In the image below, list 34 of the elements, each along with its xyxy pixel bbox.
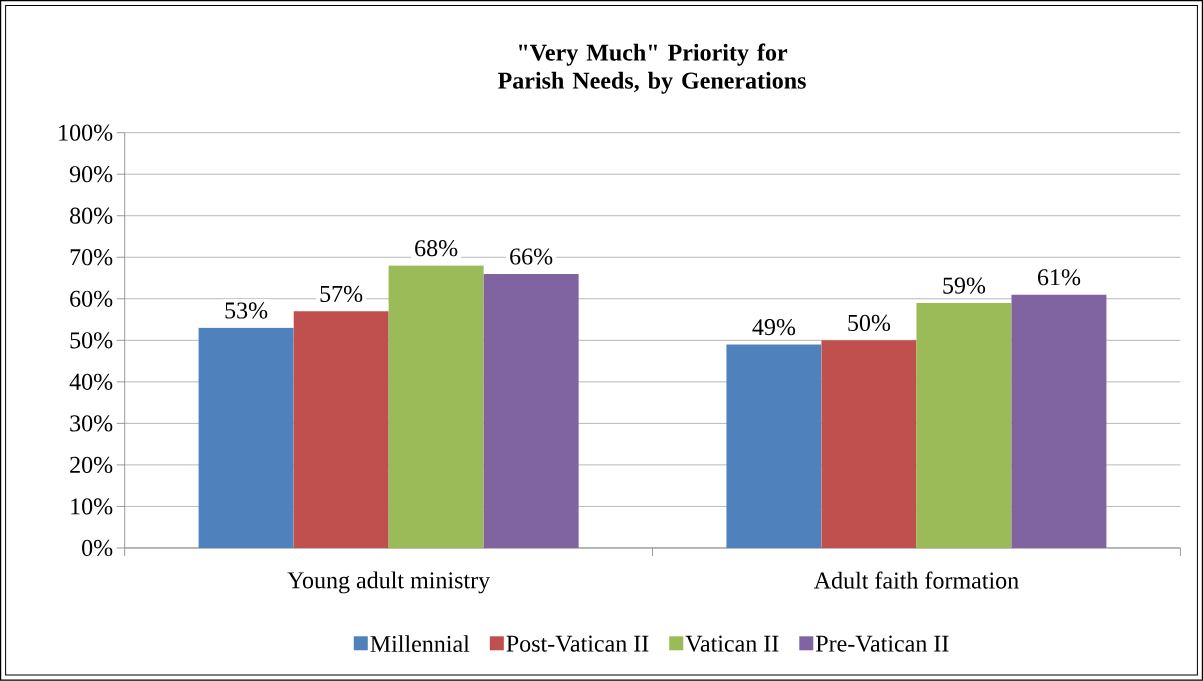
data-label: 50% [848,314,891,332]
bar [916,303,1012,549]
data-label: 49% [752,319,796,336]
y-tick-label: 90% [69,166,113,183]
legend-label: Pre-Vatican II [815,635,949,653]
bar [821,340,917,549]
bar [1011,294,1107,549]
y-tick-label: 40% [69,373,113,391]
y-tick-label: 0% [82,539,113,557]
x-tick-label: Adult faith formation [813,571,1019,589]
y-tick-label: 100% [59,124,113,141]
y-tick-label: 20% [70,456,113,474]
y-tick-label: 80% [70,207,113,225]
data-label: 57% [320,285,363,303]
y-tick-label: 10% [71,498,113,515]
bar [726,344,822,549]
data-label: 61% [1038,269,1081,286]
x-tick-label: Young adult ministry [287,571,491,594]
y-tick-label: 50% [70,332,113,349]
data-label: 68% [415,240,458,257]
data-label: 53% [225,302,268,319]
y-tick-label: 30% [70,415,113,432]
bar [388,265,484,549]
data-label: 66% [510,248,553,265]
bar [483,274,579,549]
data-label: 59% [943,277,986,294]
legend-label: Post-Vatican II [506,635,649,653]
legend-label: Vatican II [685,635,779,653]
y-tick-label: 60% [70,290,113,308]
bar [198,328,294,549]
bar [293,311,389,549]
y-tick-label: 70% [70,249,113,266]
chart-title: "Very Much" Priority for Parish Needs, by Generations [498,43,806,94]
legend-label: Millennial [370,635,470,653]
